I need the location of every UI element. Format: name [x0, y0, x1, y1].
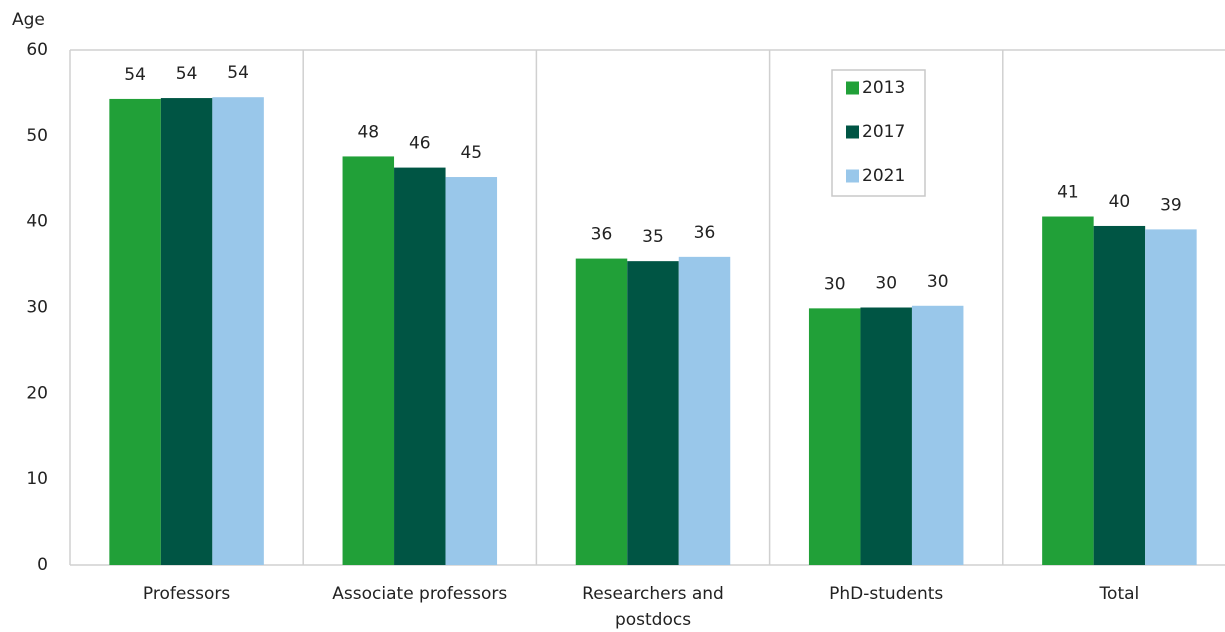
bar [575, 258, 628, 565]
bar [808, 308, 861, 565]
y-tick-label: 50 [26, 126, 48, 146]
data-label: 40 [1109, 192, 1131, 212]
bar [1042, 216, 1094, 565]
bar [109, 98, 161, 566]
y-tick-label: 30 [26, 298, 48, 318]
x-tick-label: Professors [143, 584, 231, 604]
x-tick-label: PhD-students [829, 584, 943, 604]
bar [445, 177, 498, 566]
x-tick-label: Total [1099, 584, 1140, 604]
data-label: 36 [694, 223, 716, 243]
data-label: 39 [1160, 195, 1182, 215]
data-label: 54 [176, 64, 198, 84]
bar [627, 261, 679, 565]
y-tick-label: 20 [26, 383, 48, 403]
data-label: 30 [875, 274, 897, 294]
legend-label: 2017 [862, 122, 905, 142]
data-label: 30 [927, 272, 949, 292]
y-axis-label: Age [12, 10, 45, 30]
data-label: 48 [357, 122, 379, 142]
bar [678, 256, 731, 565]
legend-label: 2013 [862, 78, 905, 98]
data-label: 36 [591, 225, 613, 245]
legend-swatch [846, 125, 859, 139]
legend-swatch [846, 81, 859, 95]
y-tick-label: 40 [26, 212, 48, 232]
y-tick-label: 60 [26, 40, 48, 60]
bar [212, 97, 264, 565]
bar [860, 307, 912, 565]
bar [1093, 225, 1146, 566]
data-label: 30 [824, 274, 846, 294]
bar [342, 156, 395, 565]
x-tick-label: Researchers and postdocs [582, 584, 724, 630]
y-tick-label: 10 [26, 469, 48, 489]
bar [911, 305, 964, 565]
x-tick-label: Associate professors [332, 584, 507, 604]
data-label: 54 [124, 65, 146, 85]
bar [394, 167, 446, 565]
data-label: 45 [460, 143, 482, 163]
bar [1145, 229, 1197, 565]
legend-swatch [846, 169, 859, 183]
data-label: 54 [227, 63, 249, 83]
y-tick-label: 0 [37, 555, 48, 575]
bar [160, 98, 213, 566]
data-label: 35 [642, 227, 664, 247]
data-label: 41 [1057, 183, 1079, 203]
data-label: 46 [409, 134, 431, 154]
legend-label: 2021 [862, 166, 905, 186]
